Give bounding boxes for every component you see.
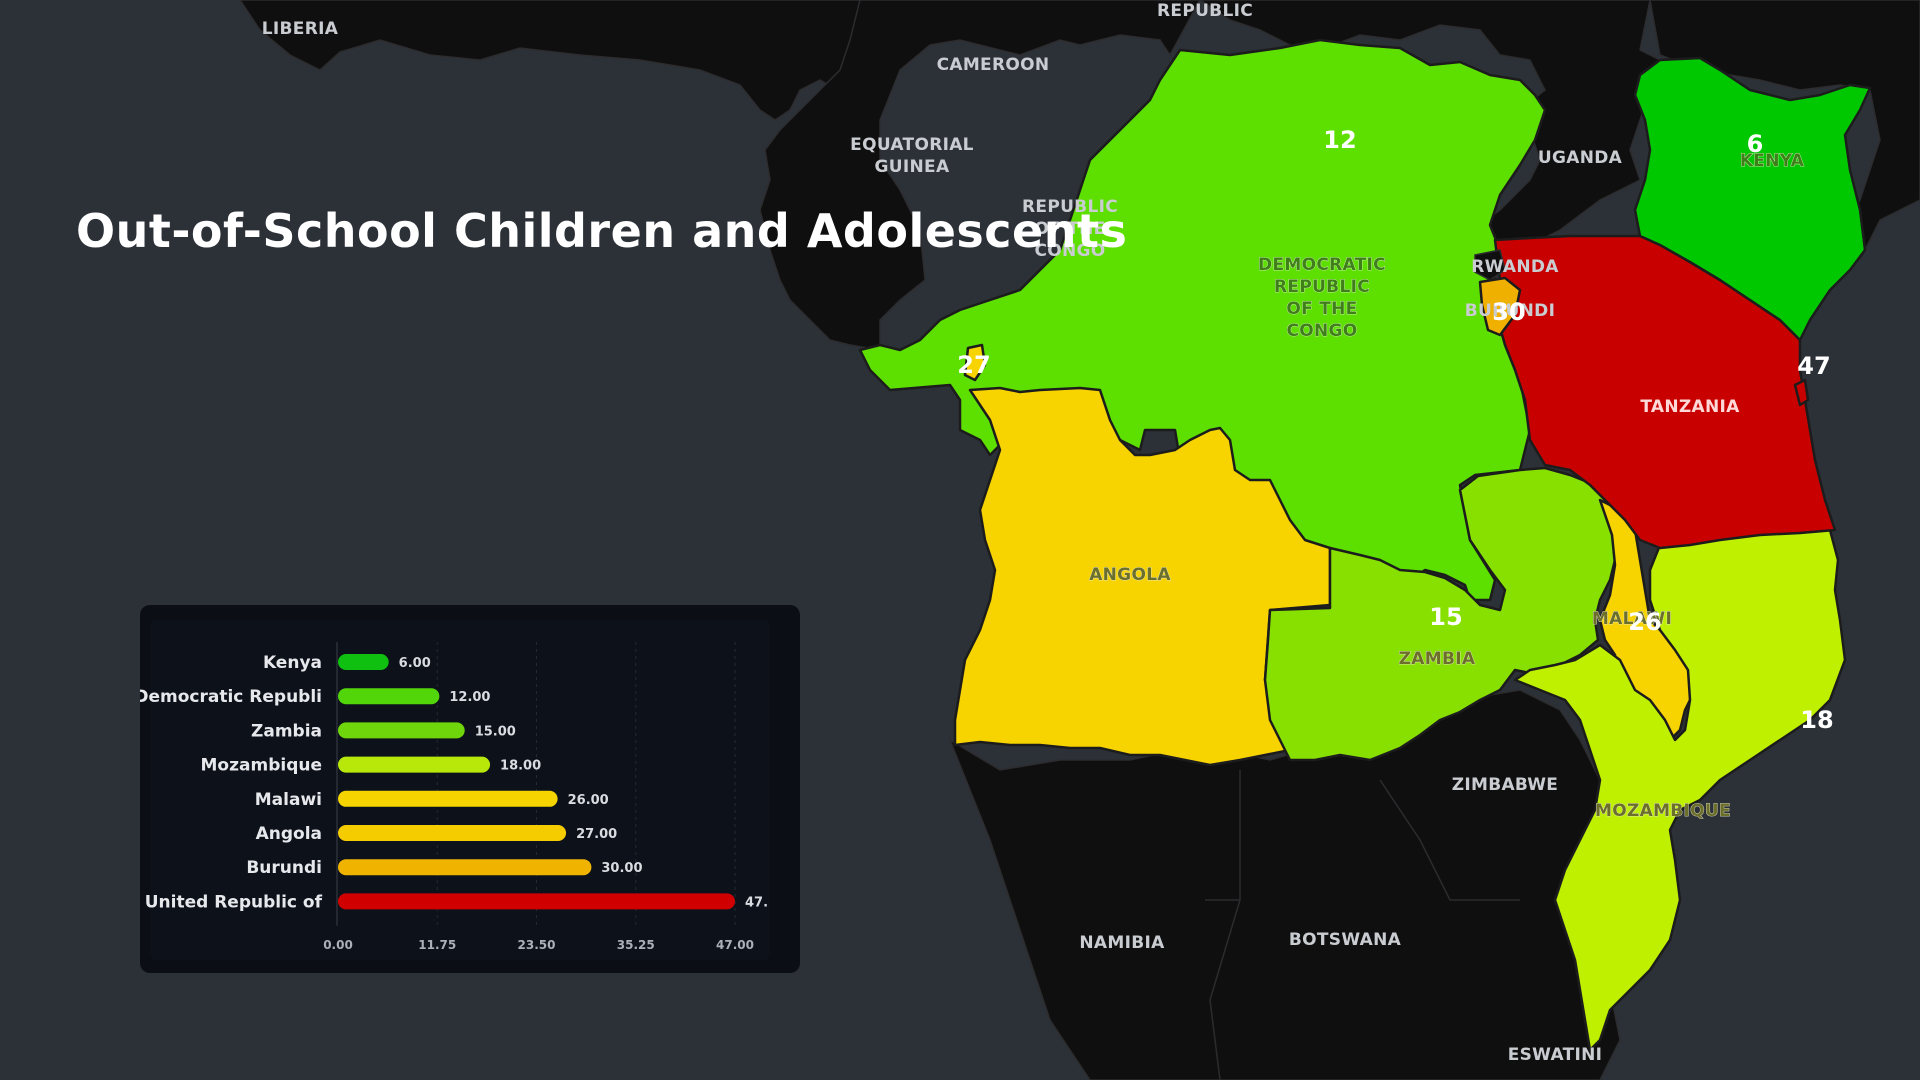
bar[interactable] bbox=[338, 790, 558, 807]
label-cameroon: CAMEROON bbox=[937, 55, 1050, 75]
label-angola: ANGOLA bbox=[1089, 565, 1171, 585]
bar-value-label: 27.00 bbox=[576, 827, 617, 842]
value-burundi: 30 bbox=[1492, 298, 1525, 326]
bar[interactable] bbox=[338, 722, 465, 739]
x-tick-label: 11.75 bbox=[418, 938, 456, 952]
rwanda-shape bbox=[1474, 249, 1506, 281]
label-namibia: NAMIBIA bbox=[1079, 933, 1165, 953]
value-tanzania: 47 bbox=[1797, 352, 1830, 380]
label-liberia: LIBERIA bbox=[262, 19, 339, 39]
label-drc-4: CONGO bbox=[1286, 321, 1357, 341]
value-kenya: 6 bbox=[1747, 130, 1764, 158]
label-republic-congo-2: OF THE bbox=[1034, 219, 1105, 239]
bar-value-label: 30.00 bbox=[601, 861, 642, 876]
zanzibar-island bbox=[1793, 378, 1810, 407]
value-drc: 12 bbox=[1323, 126, 1356, 154]
country-zambia[interactable] bbox=[1263, 466, 1622, 762]
page-title: Out-of-School Children and Adolescents bbox=[76, 204, 1128, 258]
category-label: Malawi bbox=[255, 790, 322, 810]
label-republic-top: REPUBLIC bbox=[1157, 1, 1253, 21]
country-burundi[interactable] bbox=[1478, 276, 1522, 337]
category-label: Burundi bbox=[246, 858, 322, 878]
label-drc-1: DEMOCRATIC bbox=[1258, 255, 1386, 275]
x-tick-label: 0.00 bbox=[323, 938, 353, 952]
bar[interactable] bbox=[338, 825, 567, 841]
label-mozambique: MOZAMBIQUE bbox=[1595, 801, 1731, 821]
label-rwanda: RWANDA bbox=[1471, 257, 1559, 277]
bar-value-label: 26.00 bbox=[568, 793, 609, 808]
bar[interactable] bbox=[338, 654, 389, 670]
bar[interactable] bbox=[338, 688, 440, 705]
central-west-landmass bbox=[759, 0, 1201, 351]
label-zimbabwe: ZIMBABWE bbox=[1452, 775, 1558, 795]
x-tick-label: 23.50 bbox=[518, 938, 556, 952]
category-label: Zambia bbox=[251, 721, 322, 741]
value-zambia: 15 bbox=[1429, 603, 1462, 631]
x-tick-label: 47.00 bbox=[716, 938, 754, 952]
label-drc-3: OF THE bbox=[1286, 299, 1357, 319]
category-label: Democratic Republi bbox=[140, 687, 322, 707]
label-botswana: BOTSWANA bbox=[1289, 930, 1402, 950]
category-label: Kenya bbox=[263, 653, 322, 673]
bar-value-label: 15.00 bbox=[475, 724, 516, 739]
label-kenya: KENYA bbox=[1740, 151, 1805, 171]
label-republic-congo-1: REPUBLIC bbox=[1022, 197, 1118, 217]
botswana-border bbox=[1205, 770, 1520, 1080]
label-zambia: ZAMBIA bbox=[1399, 649, 1476, 669]
bar-chart[interactable]: 0.00 11.75 23.50 35.25 47.00 Kenya 6.00 Democra… bbox=[140, 605, 800, 973]
bar-value-label: 6.00 bbox=[399, 656, 431, 671]
category-label: Mozambique bbox=[201, 756, 322, 776]
country-angola-cabinda[interactable] bbox=[963, 343, 987, 382]
country-mozambique[interactable] bbox=[1513, 528, 1847, 1052]
east-central-landmass bbox=[1198, 0, 1661, 262]
bar-value-label: 47. bbox=[745, 895, 768, 910]
label-eswatini: ESWATINI bbox=[1508, 1045, 1603, 1065]
country-kenya[interactable] bbox=[1633, 56, 1872, 342]
label-tanzania: TANZANIA bbox=[1640, 397, 1740, 417]
label-uganda: UGANDA bbox=[1538, 148, 1623, 168]
bar-value-label: 12.00 bbox=[449, 690, 490, 705]
label-malawi: MALAWI bbox=[1592, 609, 1672, 629]
bar[interactable] bbox=[338, 893, 735, 910]
category-label: Angola bbox=[256, 824, 322, 844]
x-tick-label: 35.25 bbox=[617, 938, 655, 952]
bar[interactable] bbox=[338, 859, 592, 876]
category-label: United Republic of bbox=[145, 892, 323, 912]
label-equatorial-guinea-2: GUINEA bbox=[875, 157, 950, 177]
label-republic-congo-3: CONGO bbox=[1034, 241, 1105, 261]
value-angola: 27 bbox=[957, 351, 990, 379]
value-malawi: 26 bbox=[1628, 608, 1661, 636]
label-equatorial-guinea-1: EQUATORIAL bbox=[850, 135, 974, 155]
label-burundi: BURUNDI bbox=[1465, 301, 1555, 321]
bar-value-label: 18.00 bbox=[500, 759, 541, 774]
value-mozambique: 18 bbox=[1800, 706, 1833, 734]
label-drc-2: REPUBLIC bbox=[1274, 277, 1370, 297]
bar[interactable] bbox=[338, 756, 491, 773]
